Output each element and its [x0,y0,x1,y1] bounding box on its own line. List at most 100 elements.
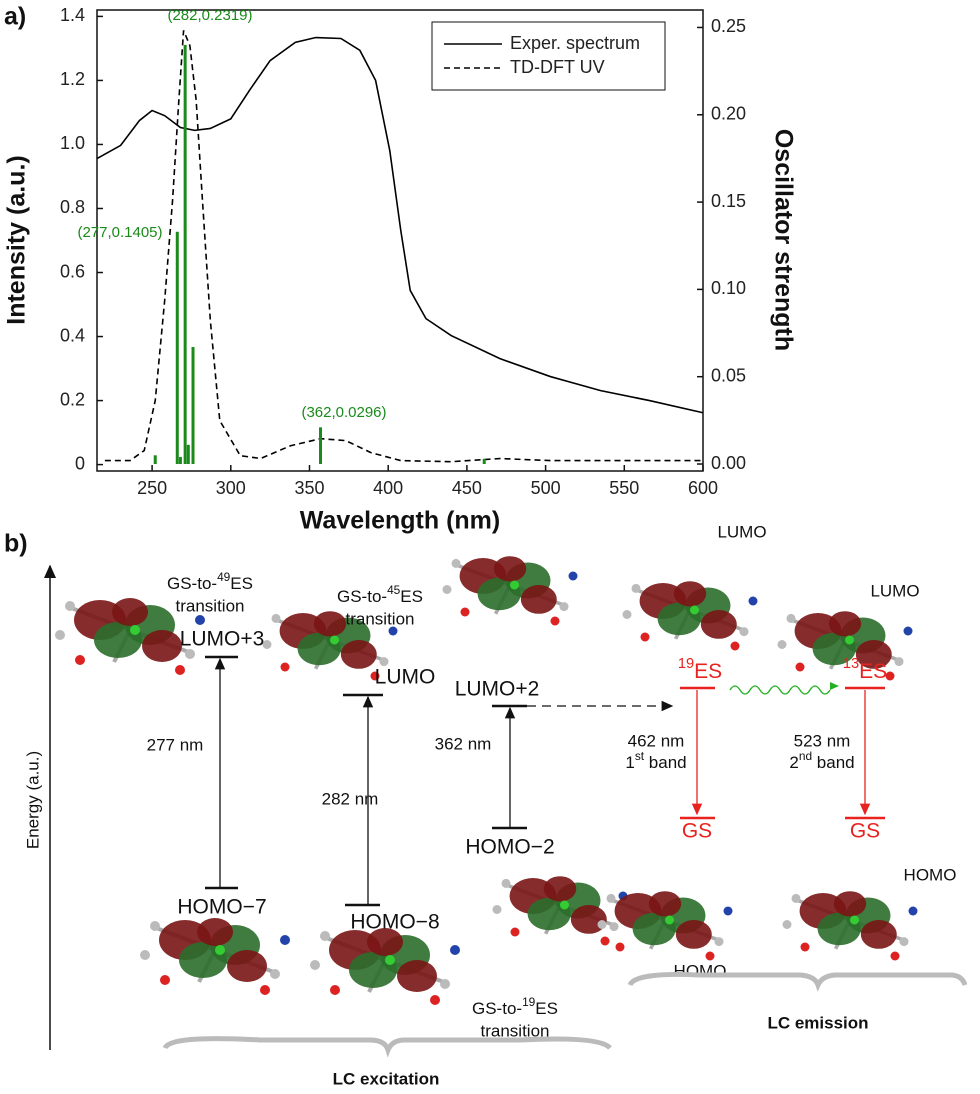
orbital-lobe [520,585,557,614]
level-label: LUMO+2 [455,678,540,701]
annotation: (362,0.0296) [301,404,386,421]
molecule [442,556,578,626]
text-part: band [644,753,687,772]
atom [150,921,160,931]
state-label: 19ES [678,656,722,683]
level-label: HOMO−8 [350,911,439,934]
atom [442,585,452,594]
legend-box [431,21,666,91]
data-line [96,36,704,414]
orbital-lobe [112,598,148,626]
transition-title: GS-to-45ES [337,583,423,606]
transition-title: transition [481,1021,550,1040]
atom [330,985,340,995]
text-part: GS-to- [472,999,522,1018]
y2-tick-label: 0.05 [711,365,746,385]
y2-tick-label: 0.00 [711,453,746,473]
atom [730,641,740,651]
text-part: ES [400,587,423,606]
x-axis-title: Wavelength (nm) [300,507,500,535]
atom [140,950,150,960]
emission-label: 462 nm [628,731,685,750]
excitation-label: 277 nm [147,735,204,754]
x-tick-label: 250 [137,478,167,498]
atom [560,900,569,910]
legend-label: Exper. spectrum [510,33,640,53]
y-tick-label: 1.2 [60,69,85,89]
orbital-lobe [855,640,892,669]
atom [606,893,616,903]
molecule [492,876,628,946]
atom [320,931,330,941]
atom [185,649,195,659]
superscript: 19 [678,656,694,672]
molecule [310,928,460,1005]
atom [280,935,290,945]
annotation: (282,0.2319) [167,7,252,24]
isc-wave [729,685,831,695]
emission-label: 1st band [625,749,686,772]
atom [850,915,859,925]
y-tick-label: 0 [75,453,85,473]
stick [183,44,187,465]
text-part: GS-to- [337,587,387,606]
text-part: ES [694,660,722,683]
atom [615,942,625,952]
stick [186,444,190,465]
orbital-label: HOMO [674,961,727,980]
molecule [622,581,758,651]
text-part: ES [535,999,558,1018]
orbital-lobe [833,891,867,917]
x-tick-label: 300 [216,478,246,498]
atom [800,942,810,952]
panel-label: b) [4,530,28,558]
orbital-lobe [367,928,403,956]
stick [319,427,323,465]
orbital-lobe [493,556,527,582]
transition-title: transition [346,609,415,628]
atom [310,960,320,970]
atom [777,640,787,649]
atom [270,969,280,979]
orbital-label: LUMO [717,522,766,541]
orbital-lobe [313,611,347,637]
superscript: 45 [387,583,401,597]
atom [559,602,569,612]
atom [714,937,724,947]
y2-tick-label: 0.15 [711,191,746,211]
atom [795,662,805,672]
atom [492,905,502,914]
energy-axis-label: Energy (a.u.) [23,751,42,849]
data-line [104,30,703,463]
atom [786,613,796,623]
superscript: 19 [522,995,536,1009]
stick [175,231,179,465]
atom [890,951,900,961]
atom [160,975,170,985]
atom [430,995,440,1005]
atom [451,558,461,568]
y-tick-label: 1.0 [60,133,85,153]
orbital-lobe [570,905,607,934]
x-tick-label: 450 [452,478,482,498]
atom [885,671,895,681]
orbital-lobe [675,920,712,949]
molecule [55,598,205,675]
superscript: nd [799,749,812,763]
orbital-lobe [227,950,267,982]
emission-label: 2nd band [789,749,854,772]
atom [640,632,650,642]
x-tick-label: 500 [531,478,561,498]
panel-label: a) [4,3,26,31]
atom [791,893,801,903]
x-tick-label: 600 [688,478,718,498]
y2-tick-label: 0.25 [711,16,746,36]
atom [385,955,395,965]
orbital-lobe [673,581,707,607]
y-axis-title: Intensity (a.u.) [3,155,31,324]
atom [550,616,560,626]
atom [271,613,281,623]
atom [739,627,749,637]
atom [782,920,792,929]
